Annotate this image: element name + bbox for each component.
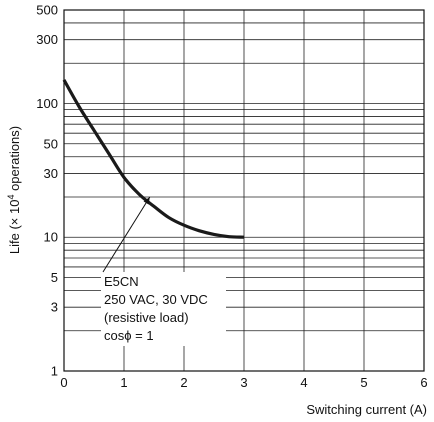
x-tick-label: 2 bbox=[180, 375, 187, 390]
plot-frame bbox=[63, 9, 425, 372]
y-tick-label: 30 bbox=[44, 166, 58, 181]
y-axis-label: Life (× 104 operations) bbox=[6, 126, 22, 254]
annotation-line-3: (resistive load) bbox=[104, 310, 189, 325]
y-tick-label: 300 bbox=[36, 32, 58, 47]
x-tick-label: 5 bbox=[360, 375, 367, 390]
y-tick-label: 5 bbox=[51, 270, 58, 285]
x-tick-label: 0 bbox=[60, 375, 67, 390]
y-tick-label: 500 bbox=[36, 3, 58, 18]
x-axis-label: Switching current (A) bbox=[306, 402, 427, 417]
annotation-background bbox=[101, 272, 226, 346]
annotation-line-1: E5CN bbox=[104, 274, 139, 289]
series-line bbox=[62, 79, 245, 239]
y-tick-label: 1 bbox=[51, 364, 58, 379]
y-tick-label: 3 bbox=[51, 300, 58, 315]
y-tick-label: 10 bbox=[44, 230, 58, 245]
x-tick-labels: 0 1 2 3 4 5 6 bbox=[60, 375, 427, 390]
y-axis-label-prefix: Life (× 10 bbox=[7, 200, 22, 255]
x-tick-label: 4 bbox=[300, 375, 307, 390]
y-tick-labels: 500 300 100 50 30 10 5 3 1 bbox=[36, 3, 58, 379]
annotation-group: E5CN 250 VAC, 30 VDC (resistive load) co… bbox=[101, 196, 226, 346]
annotation-line-2: 250 VAC, 30 VDC bbox=[104, 292, 208, 307]
y-tick-label: 50 bbox=[44, 136, 58, 151]
series-group bbox=[62, 79, 245, 239]
annotation-line-4: cosϕ = 1 bbox=[104, 328, 154, 343]
annotation-arrowhead bbox=[143, 196, 150, 205]
annotation-arrow bbox=[102, 196, 151, 273]
y-tick-label: 100 bbox=[36, 96, 58, 111]
y-axis-label-suffix: operations) bbox=[7, 126, 22, 195]
x-tick-label: 3 bbox=[240, 375, 247, 390]
x-tick-label: 1 bbox=[120, 375, 127, 390]
x-tick-label: 6 bbox=[420, 375, 427, 390]
y-axis-label-exponent: 4 bbox=[6, 195, 16, 200]
